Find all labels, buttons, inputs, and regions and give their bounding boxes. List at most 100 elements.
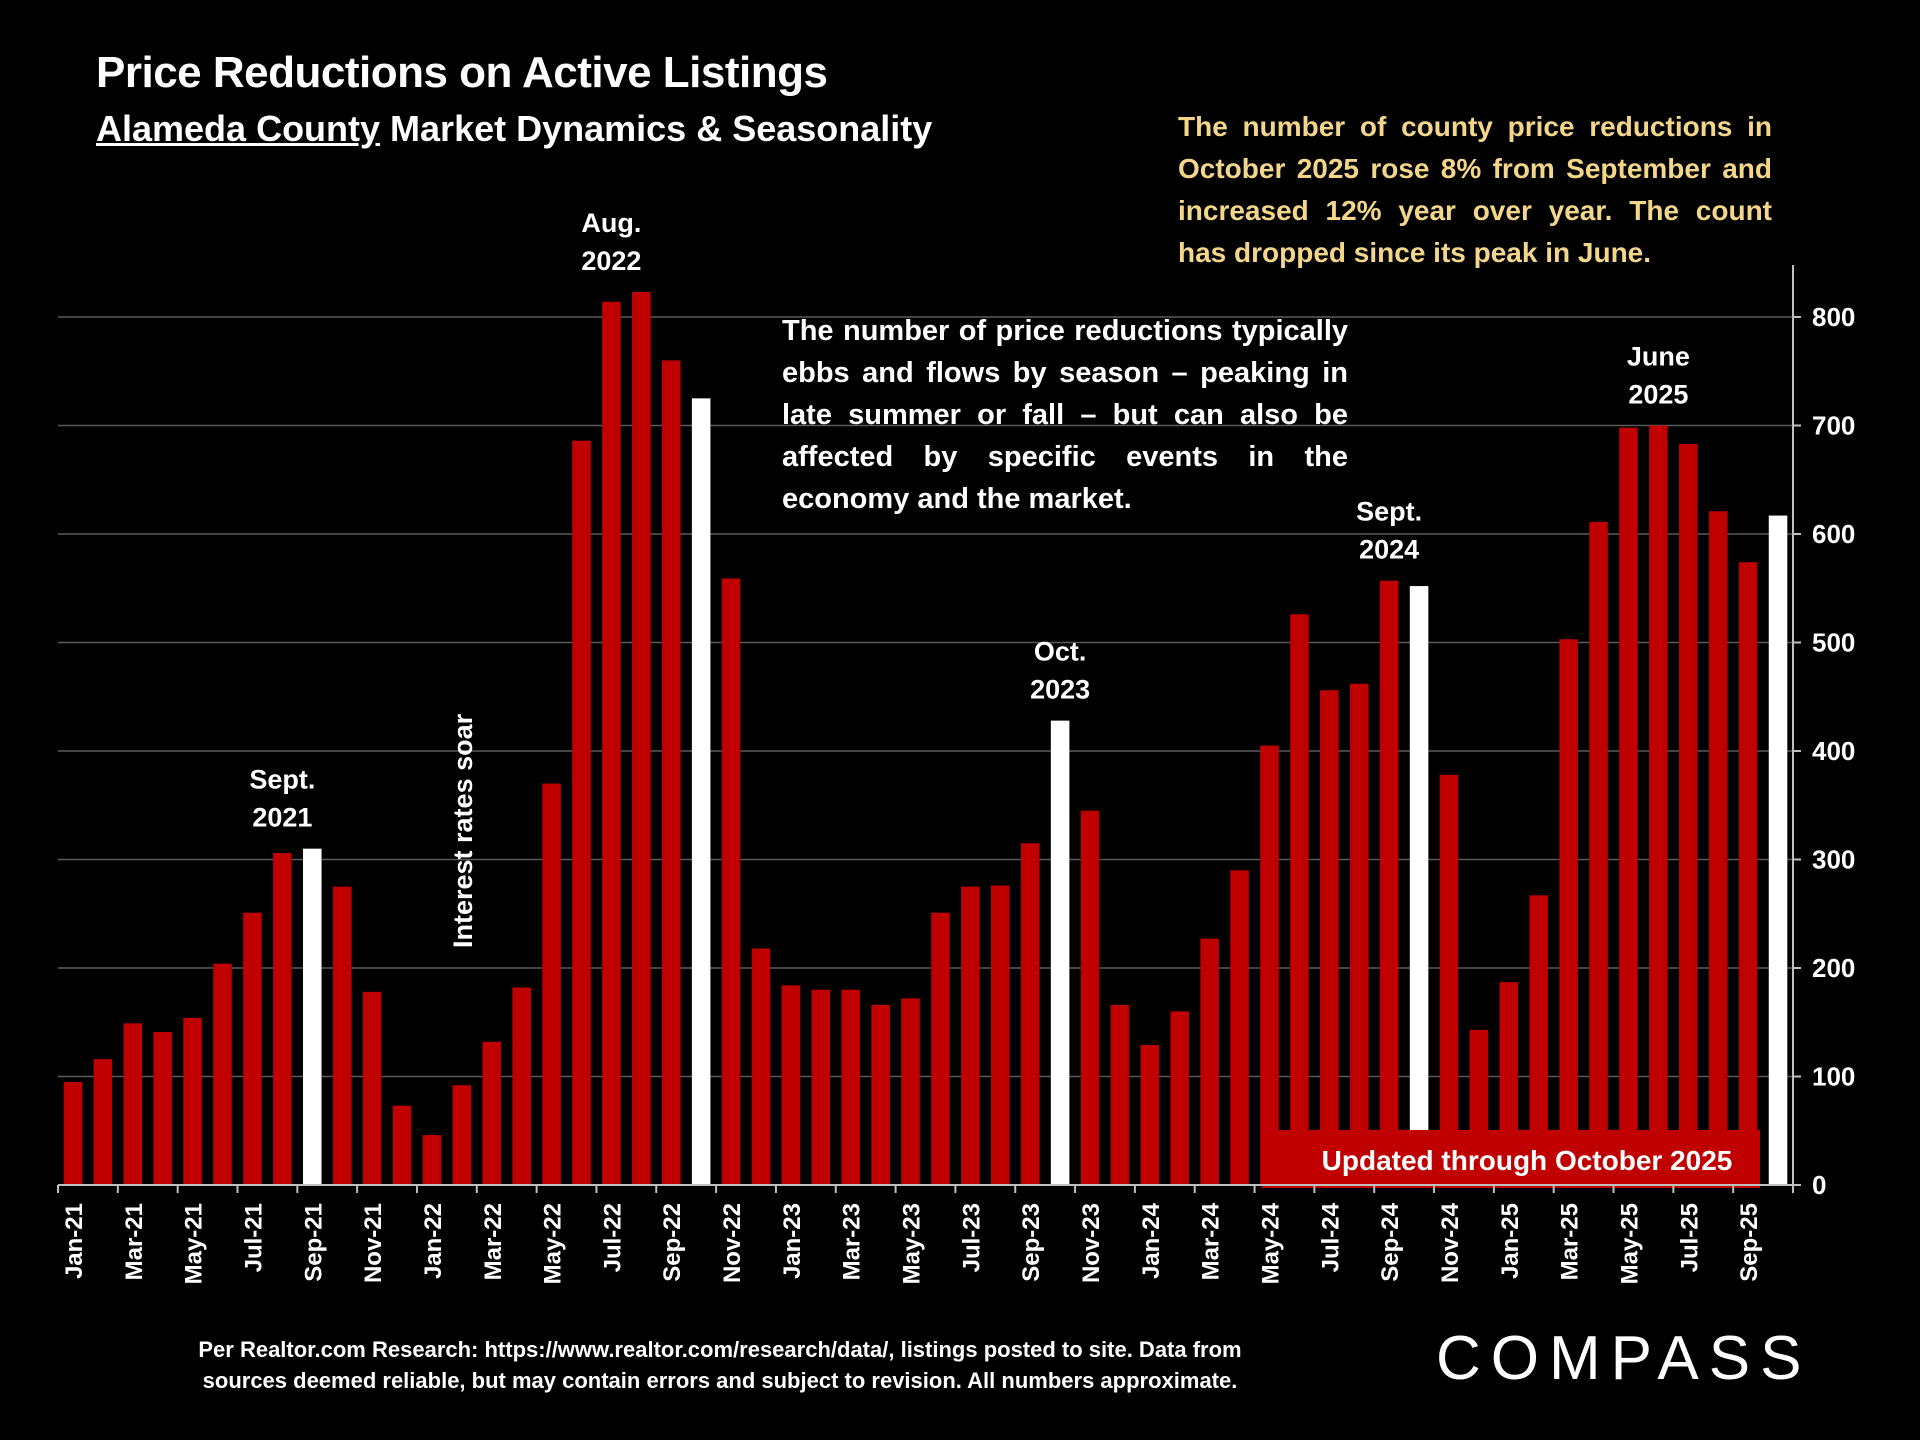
bar-Aug-25 [1708,511,1728,1186]
footer-line-1: Per Realtor.com Research: https://www.re… [198,1337,1242,1362]
bar-Jan-21 [63,1081,83,1185]
updated-banner-box [1262,1130,1760,1188]
x-tick-label-Sep-22: Sep-22 [659,1203,686,1282]
annotation-2021-line1: Sept. [249,765,315,795]
x-tick-label-Nov-24: Nov-24 [1437,1202,1464,1283]
y-tick-label-800: 800 [1812,302,1855,332]
x-tick-label-Nov-22: Nov-22 [719,1203,746,1283]
bar-Aug-21 [273,852,292,1185]
bar-Dec-22 [751,948,771,1185]
annotation-2021-line2: 2021 [252,803,312,833]
bar-May-23 [901,998,920,1185]
bar-May-21 [183,1017,202,1185]
bar-Mar-22 [482,1041,502,1185]
chart-subtitle: Alameda County Market Dynamics & Seasona… [96,108,932,150]
bar-Jul-25 [1679,443,1698,1185]
bar-Apr-23 [871,1004,890,1185]
subtitle-county: Alameda County [96,108,381,149]
footer-line-2: sources deemed reliable, but may contain… [202,1368,1238,1393]
bar-Aug-22 [632,292,651,1185]
bar-May-22 [542,783,561,1185]
annotations: Sept. 2021 Aug. 2022 Oct. 2023 Sept. 2024 June 20… [249,208,1690,948]
subtitle-rest: Market Dynamics & Seasonality [380,108,933,149]
bar-May-25 [1619,427,1638,1185]
bar-Jan-23 [781,985,801,1185]
bar-series [63,292,1788,1186]
x-tick-label-May-24: May-24 [1258,1202,1285,1284]
x-tick-label-Jul-23: Jul-23 [958,1203,985,1272]
bar-Apr-21 [153,1032,172,1185]
axes [57,265,1801,1193]
bar-Feb-22 [452,1085,472,1185]
x-tick-label-Mar-25: Mar-25 [1557,1203,1584,1280]
y-tick-label-0: 0 [1812,1170,1826,1200]
bar-Apr-25 [1589,522,1608,1185]
bar-Sep-23 [1020,843,1040,1185]
x-tick-label-Jul-25: Jul-25 [1676,1203,1703,1272]
x-tick-label-May-22: May-22 [540,1203,567,1284]
x-tick-labels: Jan-21 Mar-21 May-21 Jul-21 Sep-21 Nov-21 Jan-… [61,1202,1763,1284]
x-tick-label-Jan-23: Jan-23 [779,1203,806,1279]
bar-Feb-25 [1529,895,1549,1185]
annotation-2025-line1: June [1627,342,1690,372]
y-tick-label-100: 100 [1812,1062,1855,1092]
bar-Jun-24 [1290,614,1309,1185]
bar-Jan-24 [1140,1045,1160,1185]
x-tick-label-Jul-24: Jul-24 [1317,1202,1344,1272]
bar-Nov-22 [721,578,741,1185]
bar-Jun-21 [213,963,232,1185]
x-tick-label-Sep-25: Sep-25 [1736,1203,1763,1282]
bar-Aug-23 [991,885,1010,1185]
updated-banner-text: Updated through October 2025 [1322,1145,1733,1176]
annotation-2022-line2: 2022 [581,246,641,276]
x-tick-label-Jan-21: Jan-21 [61,1203,88,1279]
x-tick-label-Mar-22: Mar-22 [480,1203,507,1280]
x-tick-label-Mar-21: Mar-21 [121,1203,148,1280]
annotation-2023-line1: Oct. [1034,637,1087,667]
x-tick-label-Mar-24: Mar-24 [1198,1202,1225,1280]
y-tick-labels: 0 100 200 300 400 500 600 700 800 [1812,302,1855,1200]
bar-Feb-21 [93,1059,113,1185]
x-tick-label-Jan-24: Jan-24 [1138,1202,1165,1279]
bar-Sep-21 [302,848,322,1185]
annotation-2025-line2: 2025 [1628,380,1688,410]
bar-Mar-23 [841,989,860,1185]
bar-Apr-24 [1230,870,1249,1185]
y-tick-label-300: 300 [1812,845,1855,875]
bar-Oct-21 [332,886,352,1185]
x-tick-label-Jul-21: Jul-21 [240,1203,267,1272]
x-tick-label-May-23: May-23 [899,1203,926,1284]
bar-Jul-22 [602,301,621,1185]
bar-Mar-25 [1559,639,1578,1185]
bar-Sep-25 [1738,562,1758,1185]
bar-Jun-25 [1649,425,1668,1185]
bar-Nov-24 [1439,774,1459,1185]
x-tick-label-May-21: May-21 [181,1203,208,1284]
bar-Dec-23 [1110,1004,1130,1185]
bar-Jul-23 [961,886,980,1185]
x-tick-label-Jan-22: Jan-22 [420,1203,447,1279]
bar-Dec-21 [392,1105,412,1185]
interest-rates-note: Interest rates soar [448,713,478,948]
bar-Aug-24 [1349,683,1369,1185]
bar-Jan-22 [422,1135,442,1185]
annotation-2022-line1: Aug. [581,208,641,238]
chart-title: Price Reductions on Active Listings [96,48,828,97]
source-footer: Per Realtor.com Research: https://www.re… [120,1334,1320,1396]
updated-banner: Updated through October 2025 [1262,1130,1760,1188]
bar-Sep-22 [661,360,681,1185]
x-tick-label-Jul-22: Jul-22 [599,1203,626,1272]
bar-Jun-22 [572,440,591,1185]
y-tick-label-600: 600 [1812,519,1855,549]
bar-May-24 [1260,745,1279,1185]
annotation-2024-line1: Sept. [1356,497,1422,527]
bar-Feb-23 [811,989,831,1185]
annotation-2023-line2: 2023 [1030,675,1090,705]
bar-Mar-21 [123,1023,143,1185]
bar-Feb-24 [1170,1011,1190,1185]
x-tick-label-Sep-24: Sep-24 [1377,1202,1404,1281]
x-tick-label-Mar-23: Mar-23 [839,1203,866,1280]
bar-Sep-24 [1379,580,1399,1185]
bar-Oct-23 [1050,720,1070,1185]
